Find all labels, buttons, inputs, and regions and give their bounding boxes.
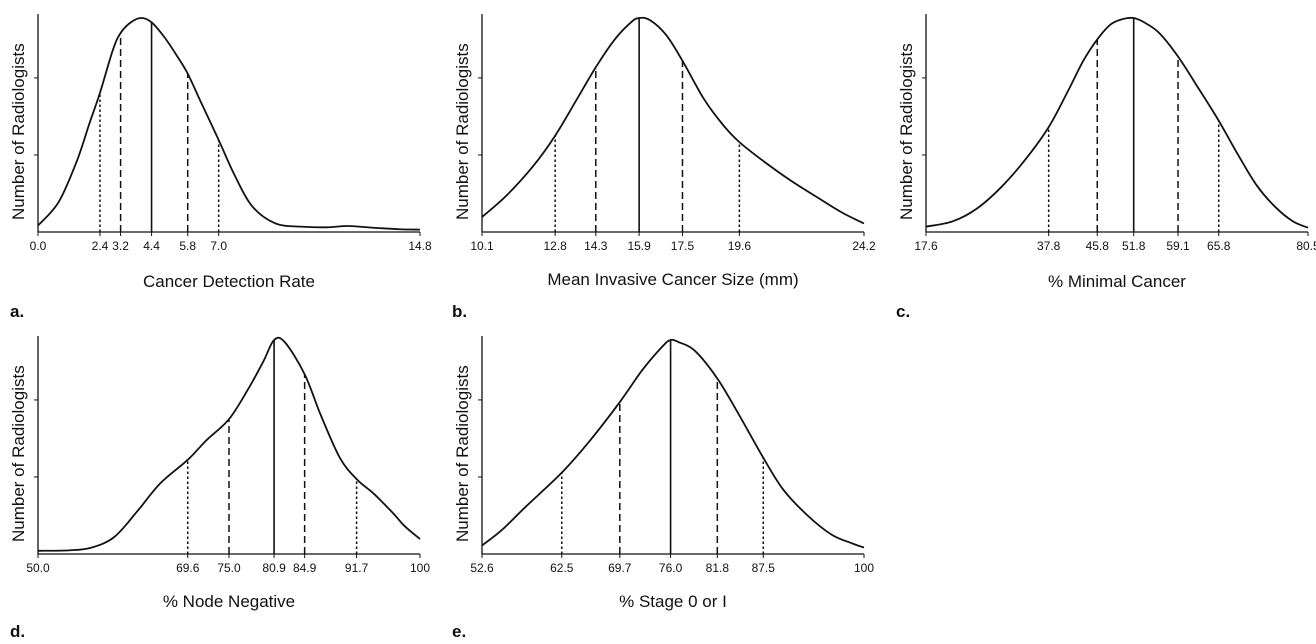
x-tick-label: 7.0 — [210, 239, 227, 253]
density-curve — [481, 338, 865, 549]
x-tick-label: 69.7 — [608, 561, 632, 575]
x-tick-label: 3.2 — [112, 239, 129, 253]
chart-plot: 50.0 69.6 75.0 80.9 84.9 91.7 100 — [26, 336, 430, 575]
chart-panel-a: Number of Radiologists 0.0 2.4 3.2 4.4 5.8 7.… — [0, 0, 440, 322]
panel-label: a. — [10, 302, 25, 321]
x-tick-label: 59.1 — [1166, 239, 1190, 253]
density-curve — [481, 16, 865, 225]
x-tick-label: 62.5 — [550, 561, 574, 575]
x-axis-label: % Minimal Cancer — [1048, 272, 1186, 291]
x-axis-label: % Node Negative — [162, 592, 296, 611]
x-tick-label: 14.8 — [408, 239, 432, 253]
x-tick-label: 80.5 — [1296, 239, 1316, 253]
panel-label: e. — [452, 622, 467, 641]
x-tick-label: 15.9 — [627, 239, 651, 253]
x-tick-label: 24.2 — [852, 239, 876, 253]
x-tick-label: 84.9 — [293, 561, 317, 575]
chart-plot: 17.6 37.8 45.8 51.8 59.1 65.8 80.5 — [914, 14, 1316, 253]
x-tick-label: 75.0 — [217, 561, 241, 575]
chart-plot: 10.1 12.8 14.3 15.9 17.5 19.6 24.2 — [470, 14, 876, 253]
x-tick-label: 81.8 — [706, 561, 730, 575]
chart-plot: 0.0 2.4 3.2 4.4 5.8 7.0 14.8 — [30, 14, 432, 253]
density-curve — [37, 336, 421, 552]
x-tick-label: 37.8 — [1037, 239, 1061, 253]
x-tick-label: 100 — [410, 561, 430, 575]
x-tick-label: 50.0 — [26, 561, 50, 575]
x-tick-label: 69.6 — [176, 561, 200, 575]
chart-panel-e: Number of Radiologists 52.6 62.5 69.7 76.0 8… — [444, 322, 884, 644]
x-tick-label: 19.6 — [728, 239, 752, 253]
x-tick-label: 80.9 — [262, 561, 286, 575]
x-tick-label: 51.8 — [1122, 239, 1146, 253]
chart-plot: 52.6 62.5 69.7 76.0 81.8 87.5 100 — [470, 336, 874, 575]
chart-panel-d: Number of Radiologists 50.0 69.6 75.0 80.9 8… — [0, 322, 440, 644]
density-curve — [925, 16, 1309, 229]
x-axis-label: Cancer Detection Rate — [143, 272, 315, 291]
chart-panel-c: Number of Radiologists 17.6 37.8 45.8 51.8 5… — [888, 0, 1316, 322]
x-axis-label: Mean Invasive Cancer Size (mm) — [547, 270, 799, 289]
x-tick-label: 76.0 — [659, 561, 683, 575]
x-tick-label: 52.6 — [470, 561, 494, 575]
x-tick-label: 10.1 — [470, 239, 494, 253]
density-curve — [37, 17, 421, 231]
x-tick-label: 0.0 — [30, 239, 47, 253]
x-axis-label: % Stage 0 or I — [619, 592, 727, 611]
x-tick-label: 65.8 — [1207, 239, 1231, 253]
x-tick-label: 91.7 — [345, 561, 369, 575]
panel-label: d. — [10, 622, 26, 641]
panel-label: b. — [452, 302, 468, 321]
chart-panel-b: Number of Radiologists 10.1 12.8 14.3 15.9 1… — [444, 0, 884, 322]
x-tick-label: 17.6 — [914, 239, 938, 253]
x-tick-label: 17.5 — [671, 239, 695, 253]
x-tick-label: 2.4 — [92, 239, 109, 253]
x-tick-label: 14.3 — [584, 239, 608, 253]
x-tick-label: 87.5 — [752, 561, 776, 575]
x-tick-label: 100 — [854, 561, 874, 575]
x-tick-label: 45.8 — [1086, 239, 1110, 253]
x-tick-label: 4.4 — [143, 239, 160, 253]
x-tick-label: 5.8 — [179, 239, 196, 253]
panel-label: c. — [896, 302, 911, 321]
x-tick-label: 12.8 — [543, 239, 567, 253]
